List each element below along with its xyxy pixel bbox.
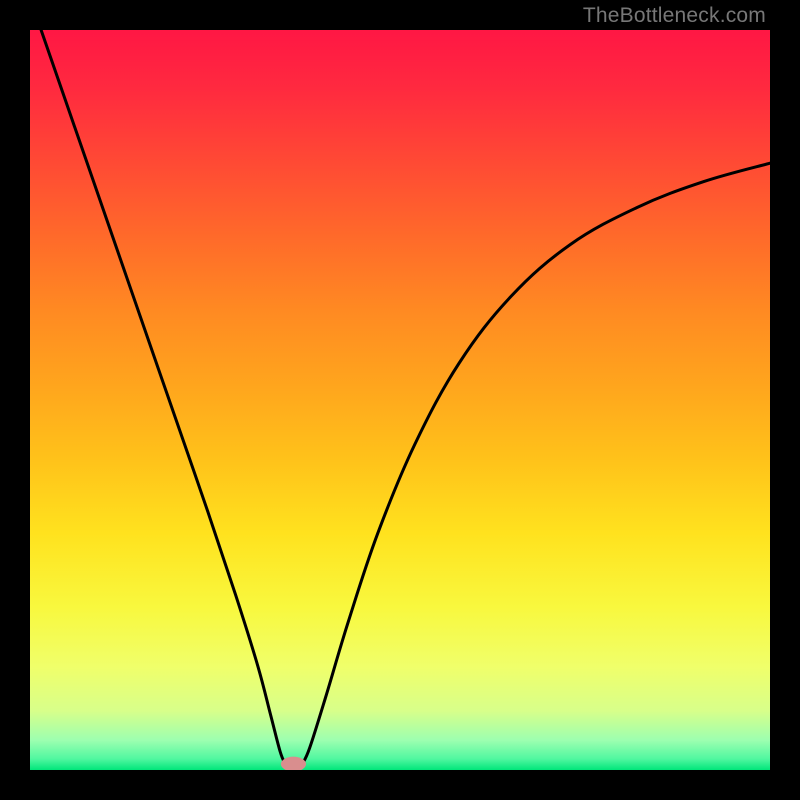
- curve-right-branch: [302, 163, 770, 764]
- chart-container: TheBottleneck.com: [0, 0, 800, 800]
- minimum-marker: [281, 757, 306, 770]
- curve-layer: [30, 30, 770, 770]
- watermark-text: TheBottleneck.com: [583, 4, 766, 28]
- plot-area: [30, 30, 770, 770]
- curve-left-branch: [41, 30, 285, 764]
